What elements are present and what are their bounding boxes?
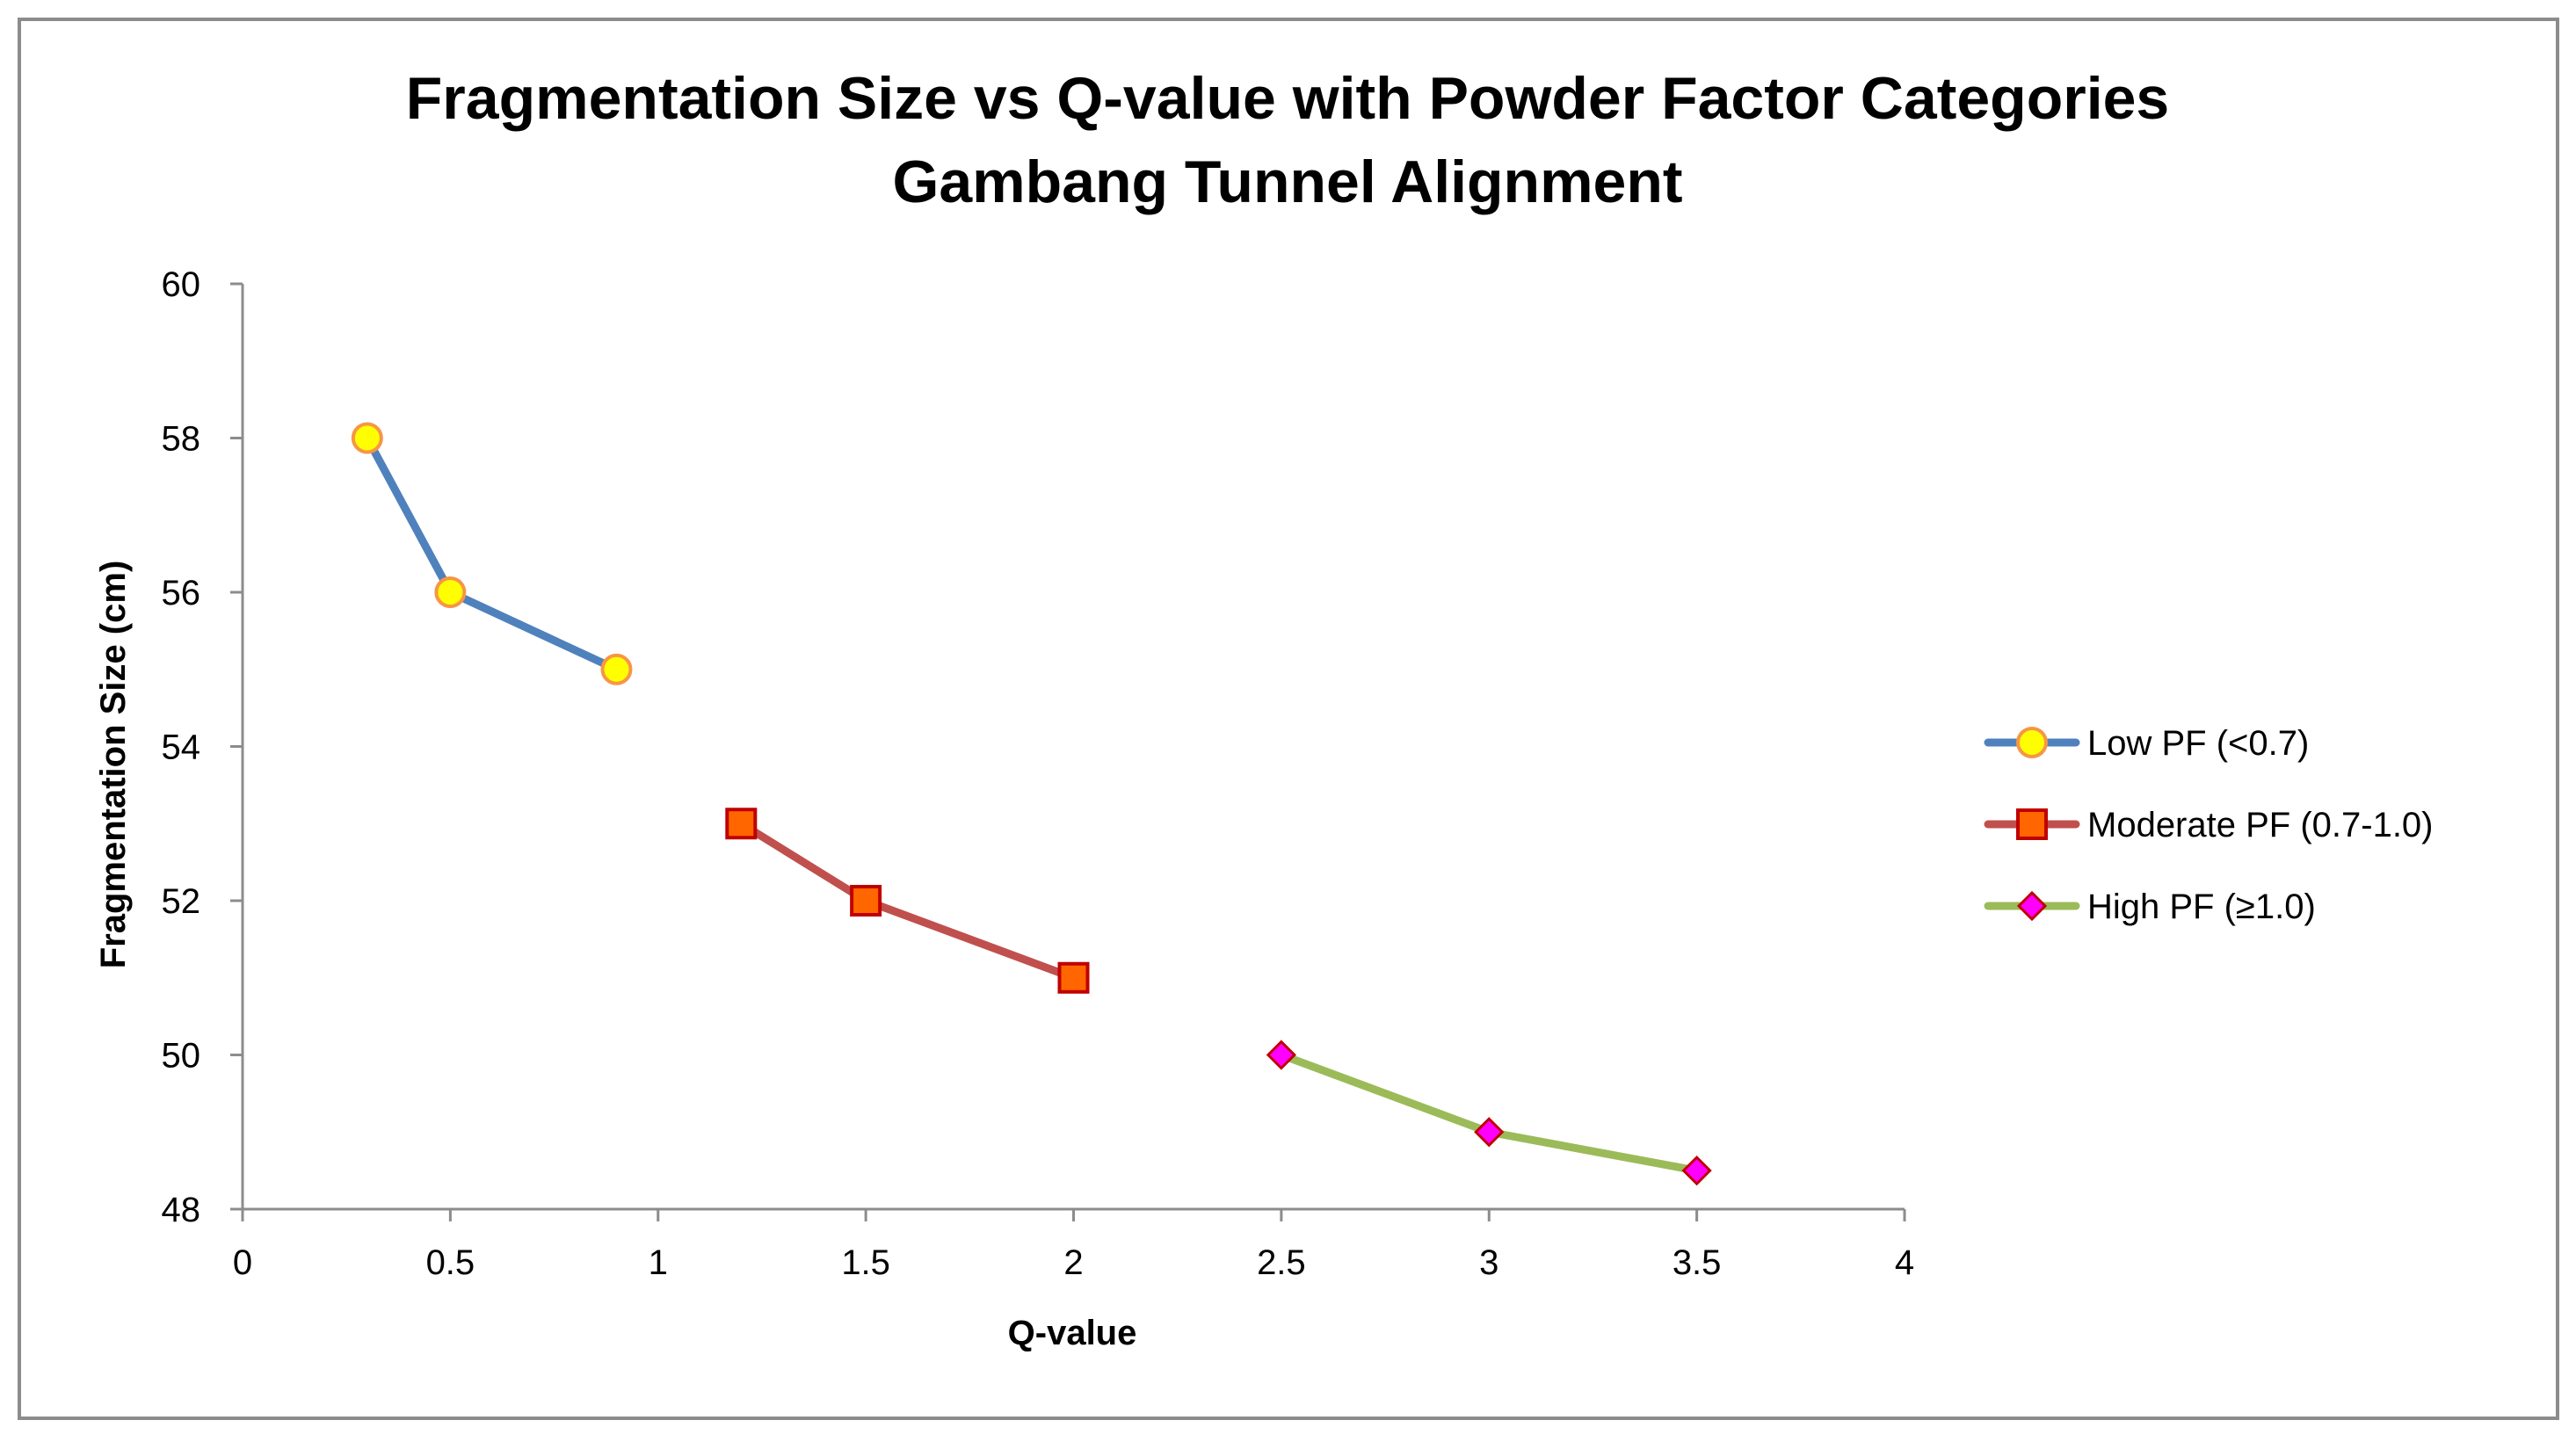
series-1 — [351, 422, 633, 685]
x-axis-ticks: 0 0.5 1 1.5 2 2.5 3 3.5 4 — [233, 1209, 1914, 1282]
x-tick-label: 4 — [1895, 1243, 1914, 1282]
series-2 — [725, 808, 1090, 994]
y-tick-label: 56 — [162, 574, 201, 612]
legend-item: High PF (≥1.0) — [1984, 888, 2316, 926]
chart-title-line-2: Gambang Tunnel Alignment — [892, 149, 1682, 215]
legend-item: Moderate PF (0.7-1.0) — [1984, 806, 2434, 844]
x-tick-label: 2 — [1063, 1243, 1083, 1282]
y-axis-ticks: 48 50 52 54 56 58 60 — [162, 265, 243, 1229]
x-tick-label: 0.5 — [426, 1243, 475, 1282]
y-axis-label: Fragmentation Size (cm) — [94, 561, 133, 969]
data-point — [351, 422, 383, 454]
data-point — [1266, 1040, 1296, 1070]
legend-swatch-marker — [2016, 890, 2048, 922]
y-tick-label: 48 — [162, 1191, 201, 1229]
data-point — [1681, 1156, 1712, 1186]
y-tick-label: 52 — [162, 882, 201, 921]
x-tick-label: 1.5 — [841, 1243, 890, 1282]
data-point — [1474, 1117, 1505, 1148]
x-tick-label: 2.5 — [1257, 1243, 1306, 1282]
x-tick-label: 1 — [649, 1243, 668, 1282]
legend-label: Moderate PF (0.7-1.0) — [2087, 806, 2434, 844]
y-tick-label: 60 — [162, 265, 201, 304]
chart-title-line-1: Fragmentation Size vs Q-value with Powde… — [406, 65, 2169, 132]
legend: Low PF (<0.7) Moderate PF (0.7-1.0) High P… — [1984, 724, 2434, 926]
legend-item: Low PF (<0.7) — [1984, 724, 2309, 763]
chart-border — [18, 18, 2559, 1420]
legend-label: Low PF (<0.7) — [2087, 724, 2309, 763]
x-axis-label: Q-value — [1008, 1314, 1137, 1352]
data-point — [1057, 961, 1090, 994]
data-point — [600, 653, 633, 685]
legend-label: High PF (≥1.0) — [2087, 888, 2316, 926]
x-tick-label: 0 — [233, 1243, 252, 1282]
x-tick-label: 3.5 — [1673, 1243, 1722, 1282]
x-tick-label: 3 — [1479, 1243, 1498, 1282]
y-tick-label: 50 — [162, 1037, 201, 1076]
y-tick-label: 54 — [162, 728, 201, 767]
series-3 — [1266, 1040, 1712, 1186]
legend-swatch-marker — [2016, 727, 2048, 758]
legend-swatch-marker — [2016, 808, 2048, 840]
data-point — [434, 576, 467, 608]
y-tick-label: 58 — [162, 420, 201, 459]
data-point — [725, 808, 758, 840]
data-point — [850, 885, 882, 917]
series-layer — [351, 422, 1712, 1186]
